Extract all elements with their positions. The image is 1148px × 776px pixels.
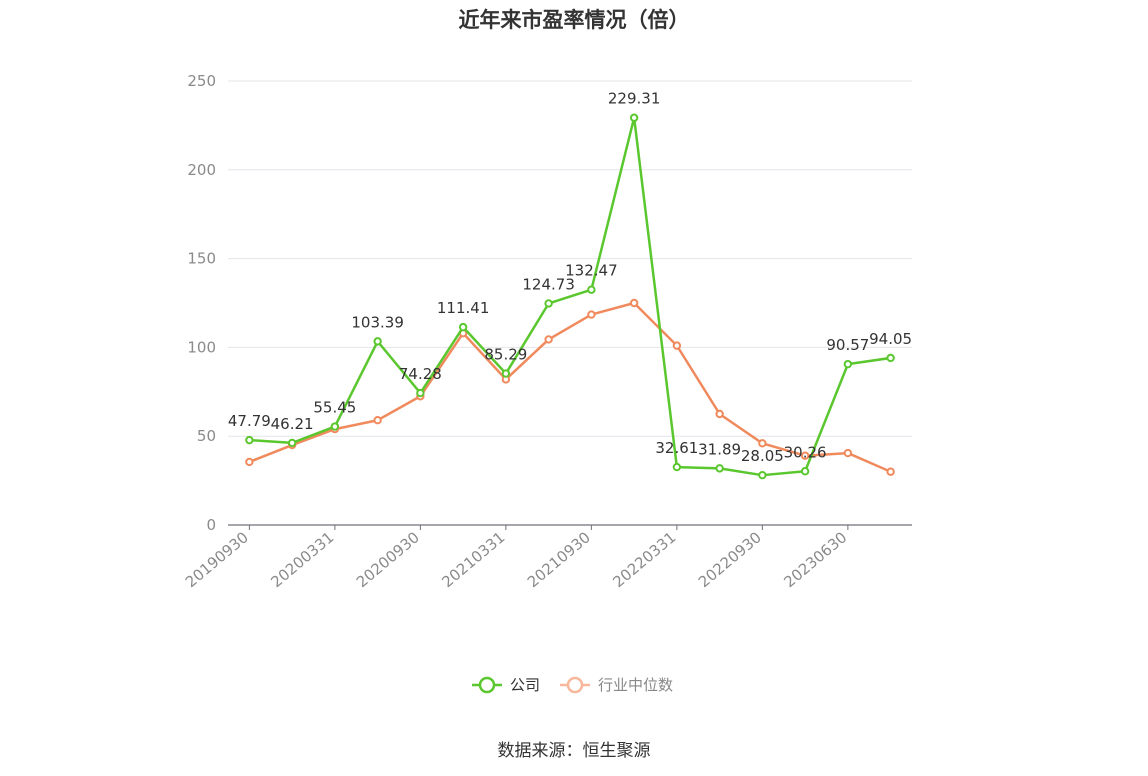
x-tick-label: 20200930 (353, 528, 423, 591)
legend-marker (478, 676, 496, 694)
data-point (629, 113, 639, 122)
data-point (886, 353, 895, 363)
data-label: 28.05 (741, 447, 784, 465)
legend-label: 公司 (510, 676, 540, 694)
data-point (245, 457, 254, 467)
series-line-行业中位数 (248, 301, 892, 473)
x-axis: 20190930 20200331 20200930 20210331 20210930… (182, 524, 912, 591)
data-point (587, 310, 596, 319)
data-point (501, 369, 511, 378)
data-point (287, 438, 297, 448)
y-tick-label: 200 (187, 161, 216, 179)
data-label: 124.73 (522, 275, 575, 293)
data-label: 111.41 (437, 299, 490, 317)
data-point (544, 335, 553, 344)
data-label: 94.05 (869, 330, 912, 348)
y-axis-ticks: 0 50 100 150 200 250 (187, 72, 216, 534)
data-point (245, 435, 254, 445)
x-tick-label: 20190930 (182, 528, 252, 591)
data-point (843, 359, 853, 369)
data-point (544, 299, 553, 308)
series-line-公司 (249, 116, 891, 477)
x-tick-label: 20200331 (267, 528, 337, 591)
data-point (758, 470, 767, 480)
data-point (800, 467, 810, 476)
data-point (458, 322, 468, 332)
y-tick-label: 150 (187, 250, 216, 268)
data-point (330, 422, 340, 431)
data-label: 132.47 (565, 262, 618, 280)
data-point (886, 467, 895, 476)
data-point (672, 341, 682, 350)
x-tick-label: 20230630 (780, 528, 850, 591)
x-tick-label: 20220331 (609, 528, 679, 591)
data-point (587, 285, 596, 294)
y-tick-label: 250 (187, 72, 216, 90)
data-point (715, 409, 724, 419)
x-tick-label: 20210331 (438, 528, 508, 591)
line-chart: 0 50 100 150 200 250 20190930 20200331 20200930… (182, 72, 912, 694)
data-label: 85.29 (484, 346, 527, 364)
x-tick-label: 20220930 (695, 528, 765, 591)
data-label: 32.61 (655, 439, 698, 457)
data-label: 55.45 (313, 399, 356, 417)
data-label: 229.31 (608, 90, 661, 108)
y-tick-label: 0 (206, 516, 216, 534)
data-point (629, 298, 639, 308)
x-tick-label: 20210930 (524, 528, 594, 591)
y-tick-label: 50 (197, 427, 216, 445)
data-label: 30.26 (784, 443, 827, 461)
data-point (843, 448, 853, 458)
legend[interactable]: 公司 行业中位数 (472, 676, 673, 694)
data-point (672, 462, 682, 472)
data-label: 31.89 (698, 440, 741, 458)
data-point (715, 464, 724, 473)
data-point (373, 337, 382, 346)
data-label: 90.57 (826, 336, 869, 354)
legend-marker (566, 676, 584, 694)
data-point (758, 439, 767, 448)
grid-lines (228, 80, 912, 437)
data-point (800, 451, 810, 460)
data-point (373, 416, 382, 425)
legend-label: 行业中位数 (598, 676, 673, 694)
chart-title: 近年来市盈率情况（倍） (458, 8, 690, 32)
data-point (416, 388, 425, 398)
legend-item-行业中位数[interactable]: 行业中位数 (560, 676, 673, 694)
data-label: 46.21 (271, 415, 314, 433)
data-label: 103.39 (351, 313, 404, 331)
series-layer (245, 113, 895, 480)
legend-item-公司[interactable]: 公司 (472, 676, 540, 694)
data-label: 74.28 (399, 365, 442, 383)
y-tick-label: 100 (187, 338, 216, 356)
data-label: 47.79 (228, 412, 271, 430)
data-source: 数据来源：恒生聚源 (497, 741, 651, 761)
